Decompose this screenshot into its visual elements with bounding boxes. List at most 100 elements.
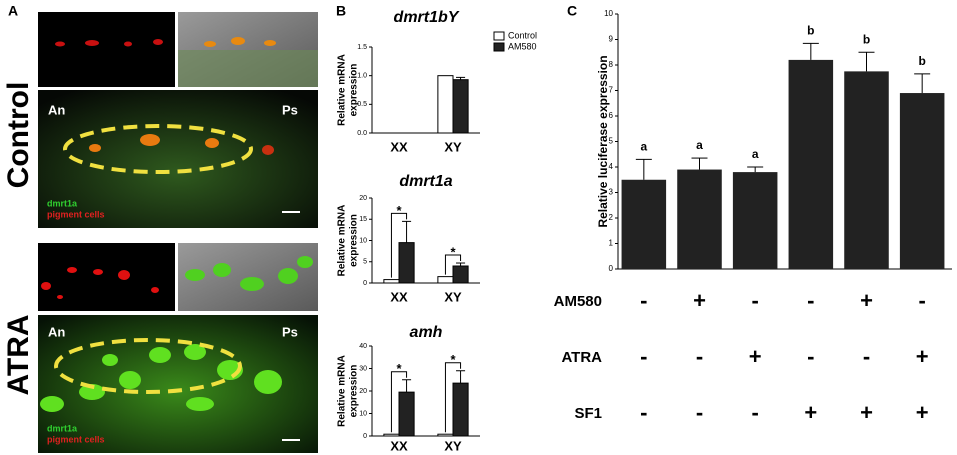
bar	[398, 391, 415, 437]
y-tick-label: 6	[609, 111, 614, 120]
y-tick-label: 3	[609, 188, 614, 197]
y-tick-label: 1.0	[357, 73, 367, 80]
x-tick-label: XX	[390, 438, 408, 453]
x-tick-label: XY	[444, 438, 462, 453]
y-tick-label: 30	[359, 365, 367, 372]
legend-label: AM580	[508, 41, 537, 51]
condition-sign: -	[640, 400, 647, 425]
condition-sign: +	[860, 400, 873, 425]
legend-swatch	[493, 42, 505, 52]
y-tick-label: 0	[363, 433, 367, 440]
x-tick-label: XX	[390, 139, 408, 154]
legend-green: dmrt1a	[47, 198, 78, 208]
y-axis-label: expression	[349, 365, 360, 418]
y-tick-label: 7	[609, 86, 614, 95]
bar	[677, 169, 722, 269]
legend-red: pigment cells	[47, 434, 105, 444]
row-label: ATRA	[2, 314, 35, 395]
y-axis-label: Relative mRNA	[337, 54, 348, 126]
condition-sign: -	[752, 400, 759, 425]
condition-sign: -	[696, 400, 703, 425]
group-label: a	[640, 140, 647, 154]
condition-sign: -	[807, 344, 814, 369]
y-axis-label: expression	[349, 214, 360, 267]
y-tick-label: 0	[609, 264, 614, 273]
y-axis-label: Relative mRNA	[337, 355, 348, 427]
y-tick-label: 9	[609, 35, 614, 44]
bar	[788, 59, 834, 270]
y-axis-label: Relative luciferase expression	[596, 55, 610, 227]
bar	[383, 433, 400, 437]
bar	[452, 79, 469, 134]
bar	[452, 265, 469, 284]
panel-label: C	[567, 3, 577, 19]
main-spots	[89, 134, 274, 155]
y-tick-label: 10	[359, 237, 367, 244]
anterior-label: An	[48, 324, 65, 339]
y-tick-label: 0.5	[357, 101, 367, 108]
x-tick-label: XX	[390, 289, 408, 304]
y-tick-label: 0.0	[357, 130, 367, 137]
y-axis-label: Relative mRNA	[337, 205, 348, 277]
row-label: Control	[2, 82, 35, 189]
x-tick-label: XY	[444, 289, 462, 304]
y-tick-label: 1	[609, 239, 614, 248]
y-tick-label: 8	[609, 60, 614, 69]
bar	[437, 433, 454, 437]
bar	[398, 242, 415, 284]
legend-label: Control	[508, 30, 537, 40]
region-outline	[63, 124, 253, 174]
panel-label: B	[336, 3, 346, 19]
panel-a: A An Ps dmrt1a pigment cells Control	[2, 3, 318, 453]
condition-sign: +	[693, 288, 706, 313]
group-label: a	[752, 147, 759, 161]
y-tick-label: 1.5	[357, 44, 367, 51]
significance-bracket	[390, 371, 408, 433]
y-tick-label: 5	[609, 137, 614, 146]
merge-spots	[185, 256, 313, 291]
group-label: a	[696, 138, 703, 152]
region-outline	[54, 338, 242, 394]
legend-red: pigment cells	[47, 209, 105, 219]
condition-sign: -	[807, 288, 814, 313]
bar	[621, 179, 667, 269]
bar	[437, 75, 454, 134]
image-merge-green	[178, 50, 318, 87]
chart-title: dmrt1a	[399, 173, 452, 190]
posterior-label: Ps	[282, 324, 298, 339]
condition-sign: +	[749, 344, 762, 369]
condition-sign: -	[696, 344, 703, 369]
image-red	[38, 243, 175, 311]
significance-bracket	[444, 362, 462, 433]
image-red	[38, 12, 175, 87]
legend-swatch	[493, 31, 505, 41]
chart-title: dmrt1bY	[394, 9, 460, 26]
significance-label: *	[450, 244, 456, 259]
significance-label: *	[396, 203, 402, 218]
condition-sign: +	[916, 344, 929, 369]
group-label: b	[918, 54, 925, 68]
bar	[383, 279, 400, 284]
pigment-spots	[41, 267, 159, 299]
posterior-label: Ps	[282, 102, 298, 117]
condition-sign: -	[863, 344, 870, 369]
y-tick-label: 20	[359, 195, 367, 202]
condition-sign: -	[640, 288, 647, 313]
y-tick-label: 10	[359, 410, 367, 417]
group-label: b	[863, 32, 870, 46]
y-axis-label: expression	[349, 64, 360, 117]
y-tick-label: 4	[609, 162, 614, 171]
condition-sign: -	[919, 288, 926, 313]
chart-title: amh	[410, 324, 443, 341]
condition-sign: +	[860, 288, 873, 313]
panel-label: A	[8, 3, 18, 19]
bar	[844, 71, 889, 269]
y-tick-label: 5	[363, 259, 367, 266]
y-tick-label: 15	[359, 216, 367, 223]
significance-bracket	[390, 212, 408, 278]
significance-label: *	[450, 352, 456, 367]
legend-green: dmrt1a	[47, 423, 78, 433]
condition-label: SF1	[574, 405, 602, 422]
significance-label: *	[396, 361, 402, 376]
